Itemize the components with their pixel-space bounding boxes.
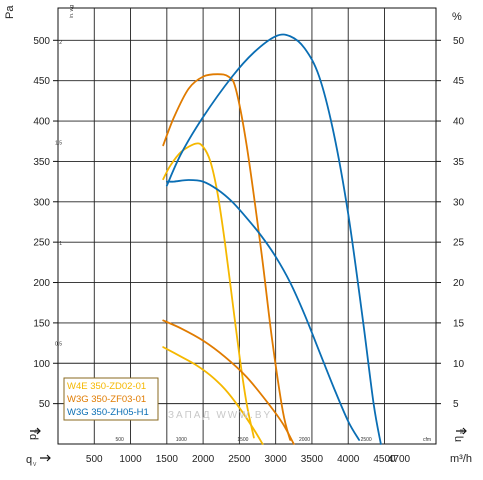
y-left-symbol: p fs [27, 429, 40, 440]
tick-label-cfm: 2500 [361, 437, 372, 443]
tick-label-eff: 35 [453, 157, 465, 168]
series-2-pressure-curve [162, 73, 292, 441]
curves [162, 33, 382, 445]
legend-item-w3g-zf03: W3G 350-ZF03-01 [67, 394, 146, 405]
series-1-pressure-curve [162, 142, 255, 439]
tick-label-cfm: 2000 [299, 437, 310, 443]
legend-item-w3g-zh05: W3G 350-ZH05-H1 [67, 407, 149, 418]
tick-label-eff: 40 [453, 117, 465, 128]
tick-label-eff: 20 [453, 278, 465, 289]
tick-label-m3h: 4700 [388, 454, 411, 465]
y-inwg-unit: in. wg [69, 5, 75, 18]
tick-label-m3h: 4500 [373, 454, 396, 465]
tick-label-pa: 450 [33, 76, 50, 87]
tick-label-pa: 350 [33, 157, 50, 168]
tick-label-m3h: 3000 [265, 454, 288, 465]
tick-label-pa: 100 [33, 359, 50, 370]
tick-label-inwg: 1.5 [55, 140, 62, 146]
tick-label-eff: 25 [453, 238, 465, 249]
tick-label-pa: 300 [33, 197, 50, 208]
tick-label-eff: 45 [453, 76, 465, 87]
tick-label-m3h: 1500 [156, 454, 179, 465]
svg-text:V: V [33, 462, 37, 468]
tick-label-pa: 200 [33, 278, 50, 289]
svg-text:η: η [452, 436, 464, 442]
tick-label-inwg: 1 [59, 241, 62, 247]
tick-label-m3h: 2000 [192, 454, 215, 465]
tick-label-cfm: 1000 [176, 437, 187, 443]
plot-frame [57, 7, 437, 445]
tick-label-pa: 400 [33, 117, 50, 128]
y-left-arrow-icon [30, 427, 41, 435]
tick-label-inwg: 0.5 [55, 341, 62, 347]
y-right-arrow-icon [456, 427, 467, 435]
tick-label-pa: 150 [33, 318, 50, 329]
series-1-efficiency-curve [162, 346, 264, 445]
tick-label-m3h: 500 [86, 454, 103, 465]
x-symbol: q V [26, 454, 37, 468]
tick-label-eff: 50 [453, 36, 465, 47]
tick-label-m3h: 3500 [301, 454, 324, 465]
series-2-efficiency-curve [162, 319, 295, 445]
tick-label-eff: 10 [453, 359, 465, 370]
tick-label-pa: 50 [39, 399, 51, 410]
tick-label-cfm: 1500 [237, 437, 248, 443]
legend: W4E 350-ZD02-01 W3G 350-ZF03-01 W3G 350-… [63, 377, 159, 421]
grid [58, 8, 436, 444]
legend-box [63, 377, 159, 421]
tick-label-eff: 15 [453, 318, 465, 329]
y-left-unit: Pa [4, 5, 16, 19]
watermark: ЗАПАД WWW.BY [168, 410, 272, 421]
legend-item-w4e: W4E 350-ZD02-01 [67, 381, 146, 392]
tick-label-cfm: 500 [115, 437, 124, 443]
tick-label-eff: 5 [453, 399, 459, 410]
y-right-unit: % [452, 11, 462, 23]
tick-label-inwg: 2 [59, 40, 62, 46]
svg-text:p: p [27, 434, 39, 440]
x-arrow-icon [40, 454, 51, 462]
x-m3h-unit: m³/h [450, 453, 472, 465]
tick-label-m3h: 4000 [337, 454, 360, 465]
tick-label-m3h: 1000 [119, 454, 142, 465]
tick-label-m3h: 2500 [228, 454, 251, 465]
svg-text:q: q [26, 454, 32, 466]
series-3-efficiency-curve [165, 33, 382, 445]
tick-label-eff: 30 [453, 197, 465, 208]
tick-label-pa: 500 [33, 36, 50, 47]
x-cfm-unit: cfm [423, 437, 431, 443]
series-3-pressure-curve [165, 179, 360, 441]
tick-label-pa: 250 [33, 238, 50, 249]
